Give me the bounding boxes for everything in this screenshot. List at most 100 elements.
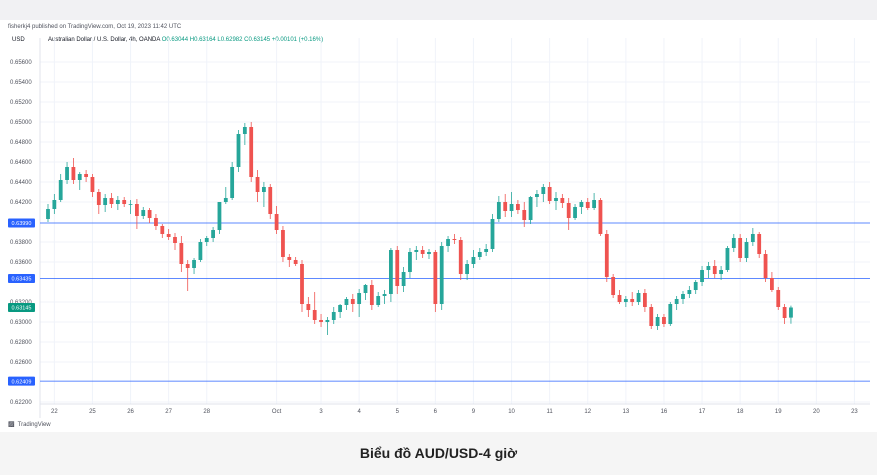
x-tick-label: 9: [472, 409, 476, 415]
y-tick-label: 0.63800: [10, 240, 32, 246]
candle-body: [185, 264, 190, 268]
candle-body: [281, 230, 285, 257]
y-tick-label: 0.62200: [10, 400, 32, 406]
chart-caption: Biểu đồ AUD/USD-4 giờ: [0, 432, 877, 475]
level-price-label: 0.63435: [12, 277, 32, 283]
x-tick-label: 20: [813, 409, 820, 415]
level-price-label: 0.62409: [12, 379, 32, 385]
candle-body: [382, 294, 387, 296]
y-tick-label: 0.65400: [10, 80, 32, 86]
x-tick-label: 23: [851, 409, 858, 415]
candle-body: [192, 260, 196, 268]
candle-body: [166, 234, 171, 237]
candle-body: [312, 310, 317, 320]
candle-body: [427, 252, 431, 254]
candle-body: [496, 202, 501, 219]
candle-body: [287, 257, 292, 260]
y-tick-label: 0.65000: [10, 120, 32, 126]
candle-body: [700, 270, 704, 282]
candle-body: [217, 202, 222, 230]
candle-body: [401, 272, 406, 286]
y-tick-label: 0.65200: [10, 100, 32, 106]
candle-body: [484, 249, 489, 252]
candle-body: [236, 134, 241, 167]
candle-body: [738, 238, 743, 258]
candle-body: [763, 254, 768, 278]
x-tick-label: 4: [357, 409, 361, 415]
candle-body: [223, 198, 228, 202]
tradingview-branding: ▨ TradingView: [8, 420, 51, 428]
candle-body: [198, 242, 203, 260]
candlestick-chart[interactable]: 0.65600 0.65400 0.65200 0.65000 0.64800 0.646…: [0, 0, 877, 432]
candle-body: [725, 248, 730, 270]
ohlc-values: O0.63044 H0.63164 L0.62982 C0.63145 +0.0…: [161, 37, 324, 43]
candle-body: [566, 203, 571, 218]
candle-body: [623, 299, 628, 302]
x-tick-label: 16: [661, 409, 668, 415]
candle-body: [293, 260, 298, 264]
candle-body: [560, 198, 565, 203]
candle-body: [541, 187, 546, 194]
candle-body: [52, 200, 57, 209]
x-tick-label: 3: [319, 409, 323, 415]
y-tick-label: 0.63000: [10, 320, 32, 326]
candle-body: [350, 299, 355, 304]
candle-body: [687, 290, 692, 294]
candle-body: [592, 200, 596, 208]
candle-body: [306, 304, 311, 310]
candle-body: [636, 293, 641, 302]
x-tick-label: 5: [396, 409, 400, 415]
x-tick-label: Oct: [272, 409, 282, 415]
candle-body: [262, 187, 266, 192]
y-tick-label: 0.62600: [10, 360, 32, 366]
candle-body: [141, 210, 146, 216]
candle-body: [477, 252, 482, 257]
candle-body: [458, 240, 463, 274]
candle-body: [173, 237, 177, 243]
candle-body: [395, 250, 400, 286]
level-price-tag: [8, 376, 35, 386]
candle-body: [535, 194, 539, 197]
candle-body: [585, 202, 590, 208]
candle-body: [471, 257, 476, 264]
candle-body: [693, 282, 698, 290]
level-price-tag: [8, 274, 35, 283]
candle-body: [249, 127, 254, 177]
candle-body: [147, 210, 152, 218]
candle-body: [274, 214, 279, 230]
candle-body: [681, 294, 685, 299]
candle-body: [389, 250, 393, 294]
symbol-legend: Australian Dollar / U.S. Dollar, 4h, OAN…: [48, 37, 323, 43]
candle-body: [414, 250, 419, 252]
candle-body: [369, 285, 374, 305]
candle-body: [452, 239, 457, 240]
level-price-tag: [8, 218, 35, 228]
candle-body: [731, 238, 736, 248]
y-tick-label: 0.64200: [10, 200, 32, 206]
y-tick-label: 0.64400: [10, 180, 32, 186]
x-tick-label: 26: [127, 409, 134, 415]
candle-body: [103, 198, 108, 205]
candle-body: [242, 127, 247, 134]
candle-body: [674, 299, 679, 304]
candle-body: [408, 252, 412, 272]
x-tick-label: 28: [203, 409, 210, 415]
candle-body: [58, 180, 63, 200]
x-tick-label: 11: [547, 409, 554, 415]
y-tick-label: 0.65600: [10, 60, 32, 66]
candle-body: [96, 192, 101, 205]
candle-body: [179, 243, 184, 264]
candle-body: [668, 304, 673, 324]
y-tick-label: 0.62800: [10, 340, 32, 346]
candle-body: [503, 202, 508, 211]
x-tick-label: 22: [51, 409, 58, 415]
candle-body: [338, 305, 342, 312]
candle-body: [325, 320, 330, 322]
candle-body: [528, 197, 533, 220]
candle-body: [649, 307, 654, 326]
candle-body: [579, 202, 584, 207]
candle-body: [84, 174, 88, 177]
candle-body: [300, 264, 304, 304]
candle-body: [554, 198, 558, 201]
candle-body: [439, 246, 444, 304]
